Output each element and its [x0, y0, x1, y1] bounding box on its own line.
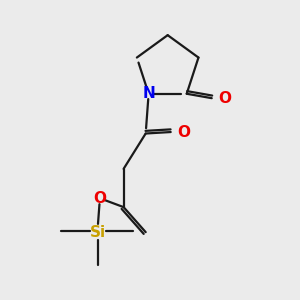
Text: O: O [177, 124, 190, 140]
Text: O: O [93, 191, 106, 206]
Text: O: O [218, 91, 231, 106]
Text: N: N [142, 86, 155, 101]
Text: Si: Si [90, 225, 106, 240]
